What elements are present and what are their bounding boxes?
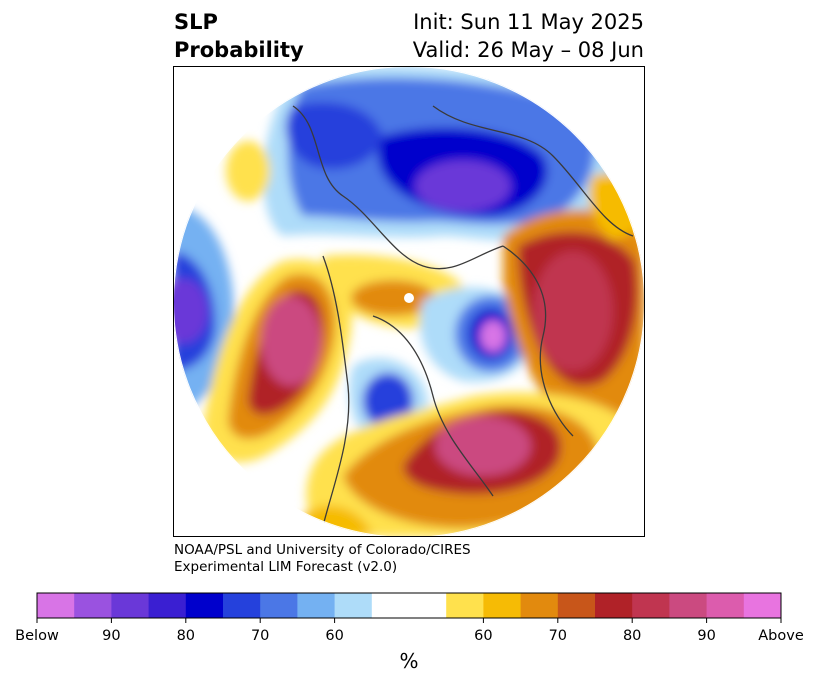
- coastline-east: [502, 245, 574, 437]
- coastlines: [292, 105, 634, 527]
- below-region-west-core: [173, 279, 208, 343]
- colorbar-bin: [297, 593, 336, 618]
- colorbar-tick-label: Below: [15, 628, 59, 644]
- colorbar-bin: [148, 593, 187, 618]
- colorbar-bin: [632, 593, 670, 618]
- coastline-west: [322, 255, 350, 527]
- below-region-europe-core: [480, 320, 506, 352]
- colorbar-bin: [557, 593, 596, 618]
- above-region-pacific-core: [261, 296, 321, 386]
- title-line-2: Probability: [174, 38, 304, 62]
- colorbar-bin: [223, 593, 261, 618]
- colorbar-tick-label: 60: [325, 628, 344, 644]
- coastline-central: [372, 315, 494, 497]
- above-region-atlantic-core: [435, 416, 531, 476]
- credit-line-2: Experimental LIM Forecast (v2.0): [174, 559, 398, 575]
- below-region-canada-core: [363, 373, 413, 429]
- colorbar-tick-label: Above: [758, 628, 804, 644]
- colorbar-bin: [185, 593, 224, 618]
- forecast-dates: Init: Sun 11 May 2025 Valid: 26 May – 08…: [413, 8, 644, 64]
- colorbar-bin: [483, 593, 522, 618]
- colorbar-tick-label: 90: [102, 628, 121, 644]
- title-line-1: SLP: [174, 10, 218, 34]
- colorbar-bin: [371, 593, 447, 618]
- above-region-arctic-core: [351, 280, 435, 316]
- colorbar-bin: [111, 593, 150, 618]
- colorbar-tick-label: 80: [176, 628, 196, 644]
- credit-text: NOAA/PSL and University of Colorado/CIRE…: [174, 542, 471, 576]
- colorbar-tick-label: 80: [622, 628, 642, 644]
- chart-title: SLP Probability: [174, 8, 304, 64]
- credit-line-1: NOAA/PSL and University of Colorado/CIRE…: [174, 542, 471, 558]
- coastline-arctic: [292, 105, 504, 270]
- polar-map: [173, 66, 645, 537]
- colorbar-bin: [446, 593, 484, 618]
- colorbar-bin: [74, 593, 112, 618]
- above-region-asia-core: [533, 251, 613, 371]
- below-region-greenland: [285, 102, 383, 170]
- colorbar-tick-label: 70: [548, 628, 568, 644]
- colorbar-bin: [334, 593, 373, 618]
- colorbar-bin: [37, 593, 75, 618]
- coastline-northeast: [432, 105, 634, 237]
- colorbar-border: [36, 592, 782, 619]
- colorbar-bin: [743, 593, 782, 618]
- pole-marker: [404, 293, 414, 303]
- colorbar-unit: %: [399, 649, 419, 673]
- valid-date: Valid: 26 May – 08 Jun: [412, 38, 644, 62]
- init-date: Init: Sun 11 May 2025: [413, 10, 644, 34]
- map-border: [173, 66, 645, 537]
- colorbar-bin: [669, 593, 708, 618]
- colorbar-tick-label: 70: [250, 628, 270, 644]
- below-region-north-peak: [415, 160, 511, 212]
- probability-field: [173, 66, 645, 537]
- colorbar-tick-label: 90: [697, 628, 716, 644]
- colorbar-bin: [260, 593, 298, 618]
- colorbar-bin: [520, 593, 559, 618]
- colorbar-bin: [595, 593, 633, 618]
- colorbar-bin: [706, 593, 745, 618]
- above-region-northwest: [226, 141, 270, 201]
- colorbar-tick-label: 60: [474, 628, 493, 644]
